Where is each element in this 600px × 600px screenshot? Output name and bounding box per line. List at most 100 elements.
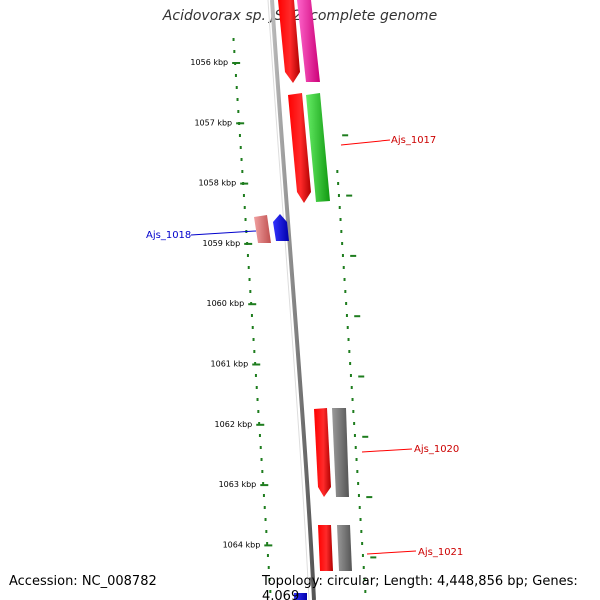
track-dot (240, 158, 243, 161)
track-dot (343, 278, 346, 281)
track-dot (241, 170, 244, 173)
track-dot (265, 530, 268, 533)
kbp-ticks: 1056 kbp 1057 kbp 1058 kbp 1059 kbp 1060 kbp… (190, 58, 377, 559)
kbp-tick-label: 1056 kbp (190, 58, 228, 67)
track-dot (258, 422, 261, 425)
track-dot (262, 494, 265, 497)
gene-arrow-ajs-1017[interactable] (288, 93, 311, 203)
track-dot (264, 518, 267, 521)
track-dot (358, 506, 361, 509)
track-dot (339, 218, 342, 221)
gene-arrow-ajs-1020[interactable] (314, 408, 331, 497)
gene-callouts: Ajs_1017 Ajs_1018 Ajs_1020 Ajs_1021 (146, 135, 463, 558)
track-dot (345, 314, 348, 317)
track-dot (347, 338, 350, 341)
track-dot (337, 194, 340, 197)
track-dot (341, 254, 344, 257)
kbp-tick (244, 242, 253, 245)
kbp-tick (342, 134, 349, 137)
kbp-tick (350, 254, 357, 257)
track-dot (348, 350, 351, 353)
track-dot (247, 266, 250, 269)
track-dot (266, 554, 269, 557)
gene-arrow[interactable] (337, 525, 352, 571)
kbp-tick (248, 303, 257, 306)
kbp-tick (362, 435, 369, 438)
kbp-tick (240, 182, 249, 185)
gene-label-ajs-1017[interactable]: Ajs_1017 (391, 135, 436, 146)
genome-backbone (270, 0, 316, 600)
kbp-tick (256, 423, 265, 426)
gene-arrow[interactable] (306, 93, 330, 202)
track-dot (350, 386, 353, 389)
track-dot (260, 458, 263, 461)
track-dot (357, 494, 360, 497)
kbp-tick-label: 1060 kbp (207, 299, 245, 308)
track-dot (236, 98, 239, 101)
track-dot (239, 146, 242, 149)
gene-features (254, 0, 352, 600)
gene-arrow-ajs-1021[interactable] (318, 525, 333, 571)
track-dot (362, 566, 365, 569)
track-dot (344, 290, 347, 293)
gene-arrow[interactable] (294, 593, 307, 600)
track-dot (269, 590, 272, 593)
track-dot (242, 194, 245, 197)
track-dot (351, 398, 354, 401)
gene-arrow[interactable] (278, 0, 300, 83)
genome-backbone-inner (267, 0, 310, 600)
kbp-tick (370, 556, 377, 559)
track-dot (360, 530, 363, 533)
outer-tick-track-left (232, 38, 272, 593)
kbp-tick-label: 1059 kbp (202, 239, 240, 248)
track-dot (346, 326, 349, 329)
track-dot (342, 266, 345, 269)
track-dot (353, 434, 356, 437)
kbp-tick (366, 496, 373, 499)
track-dot (354, 446, 357, 449)
track-dot (254, 374, 257, 377)
track-dot (353, 422, 356, 425)
kbp-tick-label: 1062 kbp (215, 420, 253, 429)
track-dot (244, 218, 247, 221)
track-dot (359, 518, 362, 521)
kbp-tick-label: 1063 kbp (219, 480, 257, 489)
gene-arrow[interactable] (332, 408, 349, 497)
track-dot (349, 362, 352, 365)
track-dot (238, 134, 241, 137)
gene-label-ajs-1018[interactable]: Ajs_1018 (146, 230, 191, 241)
kbp-tick (358, 375, 365, 378)
track-dot (267, 566, 270, 569)
track-dot (258, 434, 261, 437)
track-dot (257, 410, 260, 413)
track-dot (266, 542, 269, 545)
kbp-tick (354, 315, 361, 318)
gene-label-ajs-1021[interactable]: Ajs_1021 (418, 547, 463, 558)
track-dot (235, 86, 238, 89)
track-dot (349, 374, 352, 377)
gene-arrow[interactable] (254, 215, 271, 243)
track-dot (263, 506, 266, 509)
kbp-tick-label: 1058 kbp (198, 179, 236, 188)
track-dot (233, 50, 236, 53)
track-dot (262, 482, 265, 485)
track-dot (340, 230, 343, 233)
gene-label-ajs-1020[interactable]: Ajs_1020 (414, 444, 459, 455)
track-dot (255, 386, 258, 389)
track-dot (251, 326, 254, 329)
track-dot (356, 470, 359, 473)
track-dot (336, 170, 339, 173)
track-dot (268, 578, 271, 581)
track-dot (259, 446, 262, 449)
track-dot (345, 302, 348, 305)
kbp-tick (252, 363, 261, 366)
track-dot (261, 470, 264, 473)
gene-arrow[interactable] (297, 0, 320, 82)
kbp-tick (260, 484, 269, 487)
track-dot (355, 458, 358, 461)
gene-arrow-ajs-1018[interactable] (273, 214, 289, 241)
track-dot (363, 578, 366, 581)
track-dot (237, 110, 240, 113)
track-dot (357, 482, 360, 485)
